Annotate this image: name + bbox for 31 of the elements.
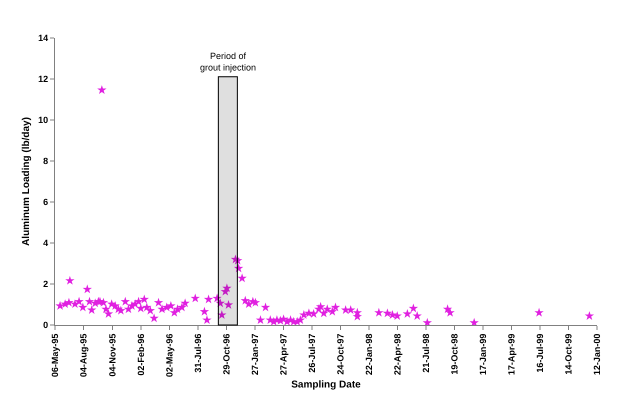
band-label: Period of grout injection bbox=[200, 51, 256, 73]
x-tick-label: 17-Apr-99 bbox=[506, 334, 516, 376]
x-tick-label: 19-Oct-98 bbox=[449, 334, 460, 375]
x-tick-label: 16-Jul-99 bbox=[534, 334, 545, 373]
x-tick-label: 27-Apr-97 bbox=[278, 334, 289, 376]
x-tick-label: 04-Nov-95 bbox=[108, 334, 118, 377]
x-tick-label: 24-Oct-97 bbox=[335, 334, 346, 375]
y-tick-label: 6 bbox=[43, 197, 48, 208]
x-tick-label: 14-Oct-99 bbox=[563, 334, 574, 375]
x-tick-label: 31-Jul-96 bbox=[193, 334, 204, 373]
y-tick-label: 12 bbox=[38, 74, 48, 84]
x-tick-label: 22-Jan-98 bbox=[364, 334, 374, 376]
x-tick-label: 21-Jul-98 bbox=[420, 334, 431, 373]
y-tick-label: 10 bbox=[38, 115, 48, 126]
x-tick-label: 26-Jul-97 bbox=[306, 334, 317, 373]
x-tick-label: 02-May-96 bbox=[164, 334, 175, 378]
x-tick-label: 02-Feb-96 bbox=[136, 334, 146, 376]
x-tick-label: 04-Aug-95 bbox=[78, 334, 88, 378]
y-tick-label: 2 bbox=[43, 279, 48, 290]
x-tick-label: 12-Jan-00 bbox=[592, 334, 602, 376]
x-tick-label: 29-Oct-96 bbox=[222, 334, 232, 375]
x-tick-label: 17-Jan-99 bbox=[478, 334, 488, 376]
y-axis-title: Aluminum Loading (lb/day) bbox=[21, 117, 32, 246]
x-axis-title: Sampling Date bbox=[291, 380, 362, 391]
x-tick-label: 27-Jan-97 bbox=[250, 334, 260, 376]
y-tick-label: 8 bbox=[43, 156, 48, 166]
x-tick-label: 06-May-95 bbox=[50, 334, 60, 378]
y-tick-label: 0 bbox=[43, 320, 48, 330]
y-tick-label: 14 bbox=[38, 33, 48, 44]
y-tick-label: 4 bbox=[43, 238, 48, 248]
x-tick-label: 22-Apr-98 bbox=[392, 334, 402, 376]
